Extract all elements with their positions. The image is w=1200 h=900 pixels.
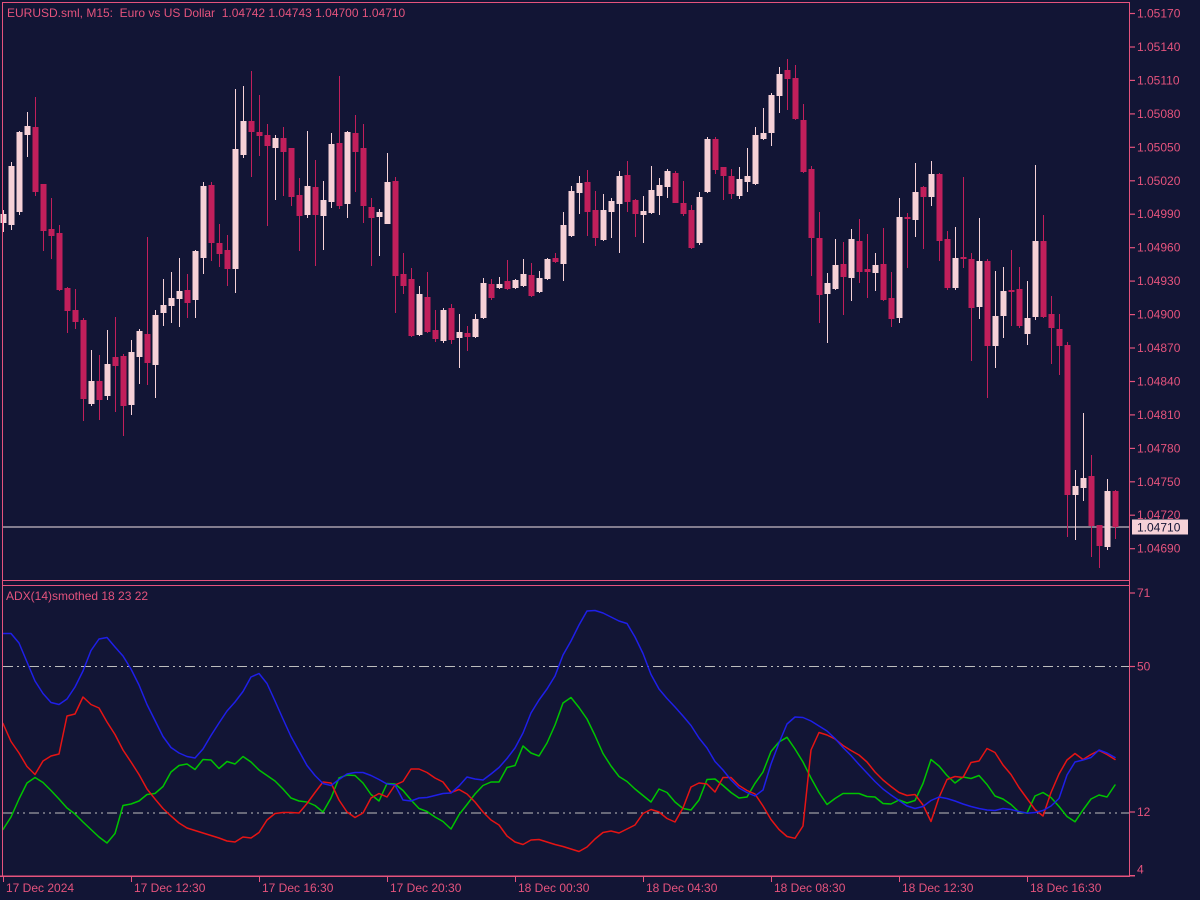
svg-text:1.04710: 1.04710 <box>1137 521 1181 535</box>
svg-text:17 Dec 12:30: 17 Dec 12:30 <box>134 881 206 895</box>
svg-text:1.04960: 1.04960 <box>1137 241 1181 255</box>
svg-text:18 Dec 04:30: 18 Dec 04:30 <box>646 881 718 895</box>
svg-text:1.04780: 1.04780 <box>1137 441 1181 455</box>
svg-text:1.04930: 1.04930 <box>1137 274 1181 288</box>
svg-text:18 Dec 00:30: 18 Dec 00:30 <box>518 881 590 895</box>
svg-text:1.04810: 1.04810 <box>1137 408 1181 422</box>
svg-text:18 Dec 16:30: 18 Dec 16:30 <box>1030 881 1102 895</box>
svg-text:18 Dec 08:30: 18 Dec 08:30 <box>774 881 846 895</box>
svg-text:1.05170: 1.05170 <box>1137 7 1181 21</box>
svg-text:ADX(14)smothed 18 23 22: ADX(14)smothed 18 23 22 <box>6 589 148 603</box>
svg-text:18 Dec 12:30: 18 Dec 12:30 <box>902 881 974 895</box>
svg-text:71: 71 <box>1137 586 1151 600</box>
svg-text:1.04900: 1.04900 <box>1137 308 1181 322</box>
svg-text:1.04870: 1.04870 <box>1137 341 1181 355</box>
svg-text:1.05140: 1.05140 <box>1137 40 1181 54</box>
svg-text:1.04690: 1.04690 <box>1137 542 1181 556</box>
svg-text:1.04840: 1.04840 <box>1137 375 1181 389</box>
svg-text:1.04720: 1.04720 <box>1137 508 1181 522</box>
svg-text:1.04750: 1.04750 <box>1137 475 1181 489</box>
svg-text:EURUSD.sml, M15: Euro vs US D: EURUSD.sml, M15: Euro vs US Dollar 1.047… <box>7 6 406 20</box>
svg-text:17 Dec 20:30: 17 Dec 20:30 <box>390 881 462 895</box>
svg-text:4: 4 <box>1137 863 1144 877</box>
svg-text:12: 12 <box>1137 805 1151 819</box>
svg-text:1.05110: 1.05110 <box>1137 73 1180 87</box>
svg-text:1.05050: 1.05050 <box>1137 140 1181 154</box>
svg-text:1.04990: 1.04990 <box>1137 207 1181 221</box>
svg-text:1.05020: 1.05020 <box>1137 174 1181 188</box>
svg-text:17 Dec 2024: 17 Dec 2024 <box>6 881 74 895</box>
svg-text:17 Dec 16:30: 17 Dec 16:30 <box>262 881 334 895</box>
svg-text:50: 50 <box>1137 660 1151 674</box>
svg-text:1.05080: 1.05080 <box>1137 107 1181 121</box>
